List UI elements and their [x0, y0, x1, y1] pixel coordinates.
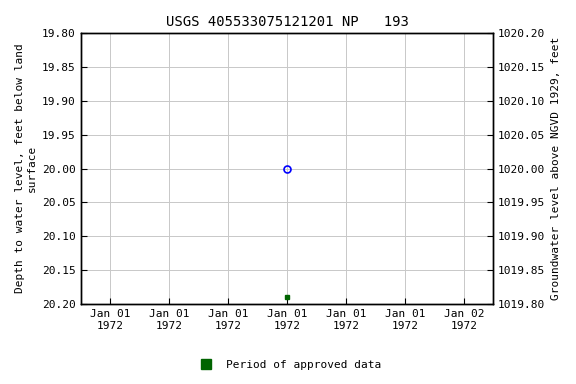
Title: USGS 405533075121201 NP   193: USGS 405533075121201 NP 193 — [166, 15, 408, 29]
Y-axis label: Depth to water level, feet below land
surface: Depth to water level, feet below land su… — [15, 44, 37, 293]
Y-axis label: Groundwater level above NGVD 1929, feet: Groundwater level above NGVD 1929, feet — [551, 37, 561, 300]
Legend: Period of approved data: Period of approved data — [191, 356, 385, 375]
